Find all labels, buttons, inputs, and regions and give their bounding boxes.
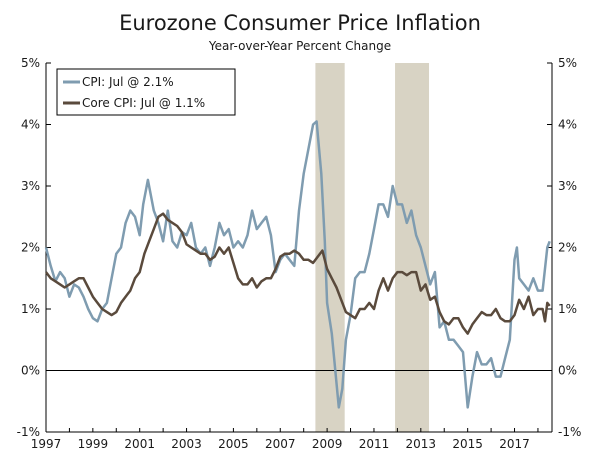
legend-box: [56, 68, 236, 116]
y-tick-label-left: -1%: [17, 425, 40, 439]
y-tick-label-right: 3%: [558, 179, 577, 193]
legend-label-core: Core CPI: Jul @ 1.1%: [82, 96, 205, 110]
x-tick-label: 2001: [124, 437, 155, 451]
x-tick-label: 2003: [171, 437, 202, 451]
x-tick-label: 2011: [359, 437, 390, 451]
recession-band: [315, 63, 345, 432]
chart-title: Eurozone Consumer Price Inflation: [119, 11, 481, 35]
x-tick-label: 2017: [499, 437, 530, 451]
series-lines: [44, 120, 551, 409]
recession-bands: [315, 63, 430, 432]
legend: CPI: Jul @ 2.1% Core CPI: Jul @ 1.1%: [56, 68, 236, 116]
y-tick-label-left: 2%: [21, 241, 40, 255]
recession-band: [395, 63, 430, 432]
x-tick-label: 2009: [312, 437, 343, 451]
x-tick-label: 2007: [265, 437, 296, 451]
x-tick-label: 2005: [218, 437, 249, 451]
y-tick-label-right: 1%: [558, 302, 577, 316]
y-tick-label-left: 0%: [21, 364, 40, 378]
y-tick-label-right: -1%: [558, 425, 581, 439]
y-tick-label-left: 3%: [21, 179, 40, 193]
y-tick-label-right: 2%: [558, 241, 577, 255]
y-tick-label-left: 1%: [21, 302, 40, 316]
axes: -1% -1% 0% 0% 1% 1% 2% 2% 3% 3% 4% 4% 5% 5% 1997 1999 20…: [17, 56, 582, 451]
x-tick-label: 1997: [31, 437, 62, 451]
y-tick-label-right: 5%: [558, 56, 577, 70]
chart-subtitle: Year-over-Year Percent Change: [208, 39, 391, 53]
x-tick-label: 2015: [452, 437, 483, 451]
y-tick-label-right: 0%: [558, 364, 577, 378]
y-tick-label-left: 4%: [21, 118, 40, 132]
x-tick-label: 2013: [406, 437, 437, 451]
core-cpi-line: [45, 212, 551, 335]
cpi-line: [44, 120, 551, 409]
y-tick-label-right: 4%: [558, 118, 577, 132]
x-tick-label: 1999: [78, 437, 109, 451]
legend-label-cpi: CPI: Jul @ 2.1%: [82, 75, 174, 89]
y-tick-label-left: 5%: [21, 56, 40, 70]
